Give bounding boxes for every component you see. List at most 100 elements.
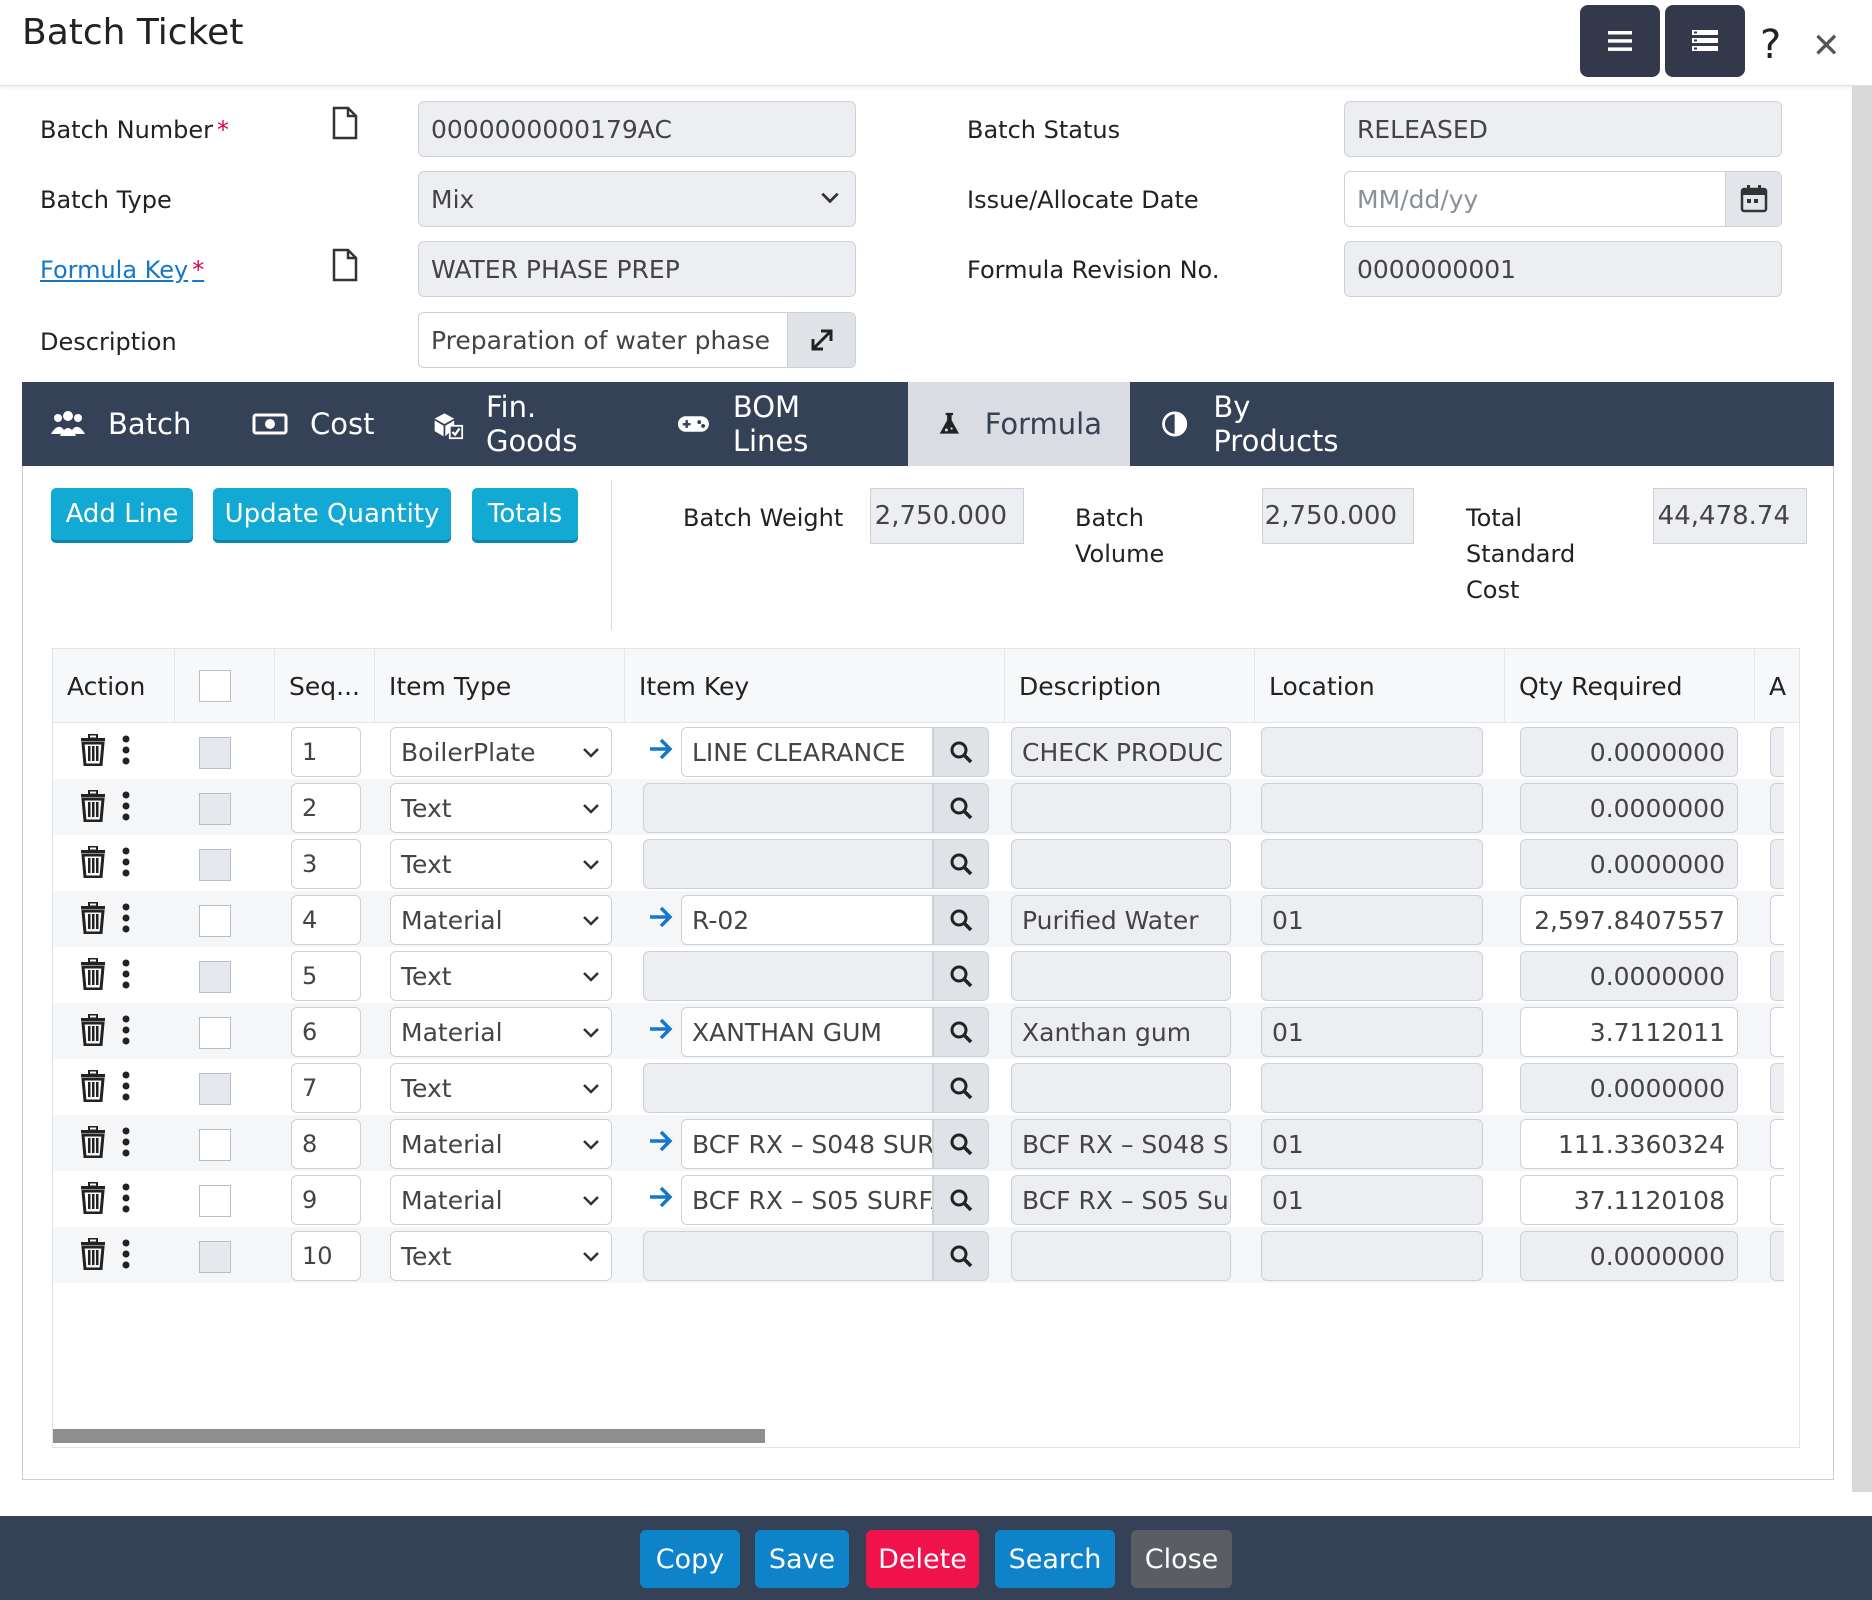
save-button[interactable]: Save (755, 1530, 849, 1588)
trash-icon[interactable] (79, 846, 107, 878)
more-vertical-icon[interactable] (121, 735, 131, 765)
seq-input[interactable]: 4 (291, 895, 361, 945)
item-type-select[interactable]: Text (390, 1063, 612, 1113)
description-field[interactable]: Preparation of water phase (418, 312, 856, 368)
col-location[interactable]: Location (1255, 649, 1505, 723)
page-scrollbar[interactable] (1852, 86, 1872, 1492)
close-icon[interactable]: ✕ (1812, 26, 1841, 66)
seq-input[interactable]: 8 (291, 1119, 361, 1169)
row-checkbox[interactable] (199, 905, 231, 937)
row-checkbox[interactable] (199, 1185, 231, 1217)
more-vertical-icon[interactable] (121, 1015, 131, 1045)
row-checkbox[interactable] (199, 793, 231, 825)
item-key-input[interactable] (643, 1231, 933, 1281)
trash-icon[interactable] (79, 902, 107, 934)
item-type-select[interactable]: Text (390, 1231, 612, 1281)
close-button[interactable]: Close (1131, 1530, 1232, 1588)
item-key-input[interactable]: BCF RX – S05 SURFA (681, 1175, 933, 1225)
item-key-search-button[interactable] (933, 1175, 989, 1225)
more-vertical-icon[interactable] (121, 1127, 131, 1157)
help-icon[interactable]: ? (1760, 22, 1782, 68)
col-qty-required[interactable]: Qty Required (1505, 649, 1755, 723)
seq-input[interactable]: 7 (291, 1063, 361, 1113)
horizontal-scrollbar[interactable] (53, 1429, 765, 1443)
totals-button[interactable]: Totals (472, 488, 578, 540)
item-key-search-button[interactable] (933, 951, 989, 1001)
delete-button[interactable]: Delete (866, 1530, 979, 1588)
item-key-input[interactable] (643, 951, 933, 1001)
item-key-search-button[interactable] (933, 1007, 989, 1057)
col-item-type[interactable]: Item Type (375, 649, 625, 723)
item-type-select[interactable]: Text (390, 951, 612, 1001)
arrow-right-icon[interactable] (647, 903, 675, 931)
trash-icon[interactable] (79, 1182, 107, 1214)
row-checkbox[interactable] (199, 1129, 231, 1161)
row-checkbox[interactable] (199, 1017, 231, 1049)
expand-button[interactable] (787, 313, 855, 367)
arrow-right-icon[interactable] (647, 1015, 675, 1043)
item-type-select[interactable]: Material (390, 895, 612, 945)
arrow-right-icon[interactable] (647, 735, 675, 763)
formula-key-link[interactable]: Formula Key * (40, 256, 205, 284)
item-key-search-button[interactable] (933, 1119, 989, 1169)
seq-input[interactable]: 9 (291, 1175, 361, 1225)
item-type-select[interactable]: Material (390, 1007, 612, 1057)
item-key-input[interactable]: XANTHAN GUM (681, 1007, 933, 1057)
item-key-input[interactable] (643, 839, 933, 889)
item-key-search-button[interactable] (933, 783, 989, 833)
item-type-select[interactable]: Text (390, 783, 612, 833)
item-type-select[interactable]: Text (390, 839, 612, 889)
col-description[interactable]: Description (1005, 649, 1255, 723)
qty-required-input[interactable]: 111.3360324 (1520, 1119, 1738, 1169)
tab-bom-lines[interactable]: BOM Lines (648, 382, 908, 466)
qty-required-input[interactable]: 37.1120108 (1520, 1175, 1738, 1225)
trash-icon[interactable] (79, 1014, 107, 1046)
tab-formula[interactable]: Formula (908, 382, 1130, 466)
item-key-input[interactable]: BCF RX – S048 SURF (681, 1119, 933, 1169)
more-vertical-icon[interactable] (121, 1239, 131, 1269)
document-icon[interactable] (330, 106, 360, 140)
layout-button[interactable] (1665, 5, 1745, 77)
col-seq[interactable]: Seq... (275, 649, 375, 723)
item-key-search-button[interactable] (933, 727, 989, 777)
arrow-right-icon[interactable] (647, 1127, 675, 1155)
item-key-input[interactable]: R-02 (681, 895, 933, 945)
calendar-button[interactable] (1725, 172, 1781, 226)
seq-input[interactable]: 3 (291, 839, 361, 889)
batch-number-field[interactable]: 0000000000179AC (418, 101, 856, 157)
col-item-key[interactable]: Item Key (625, 649, 1005, 723)
update-quantity-button[interactable]: Update Quantity (213, 488, 451, 540)
issue-date-field[interactable]: MM/dd/yy (1344, 171, 1782, 227)
trash-icon[interactable] (79, 958, 107, 990)
item-key-input[interactable] (643, 783, 933, 833)
item-type-select[interactable]: Material (390, 1119, 612, 1169)
item-key-search-button[interactable] (933, 1063, 989, 1113)
seq-input[interactable]: 10 (291, 1231, 361, 1281)
more-vertical-icon[interactable] (121, 959, 131, 989)
tab-batch[interactable]: Batch (22, 382, 224, 466)
formula-key-field[interactable]: WATER PHASE PREP (418, 241, 856, 297)
seq-input[interactable]: 5 (291, 951, 361, 1001)
tab-cost[interactable]: Cost (224, 382, 404, 466)
more-vertical-icon[interactable] (121, 847, 131, 877)
item-key-input[interactable]: LINE CLEARANCE (681, 727, 933, 777)
batch-type-select[interactable]: Mix (418, 171, 856, 227)
seq-input[interactable]: 6 (291, 1007, 361, 1057)
row-checkbox[interactable] (199, 849, 231, 881)
arrow-right-icon[interactable] (647, 1183, 675, 1211)
trash-icon[interactable] (79, 1070, 107, 1102)
item-key-search-button[interactable] (933, 1231, 989, 1281)
row-checkbox[interactable] (199, 961, 231, 993)
document-icon[interactable] (330, 248, 360, 282)
item-type-select[interactable]: Material (390, 1175, 612, 1225)
more-vertical-icon[interactable] (121, 1071, 131, 1101)
col-next[interactable]: A (1769, 671, 1787, 701)
item-key-search-button[interactable] (933, 895, 989, 945)
tab-fin-goods[interactable]: Fin. Goods (404, 382, 648, 466)
item-key-search-button[interactable] (933, 839, 989, 889)
row-checkbox[interactable] (199, 1241, 231, 1273)
seq-input[interactable]: 1 (291, 727, 361, 777)
trash-icon[interactable] (79, 790, 107, 822)
seq-input[interactable]: 2 (291, 783, 361, 833)
add-line-button[interactable]: Add Line (51, 488, 193, 540)
